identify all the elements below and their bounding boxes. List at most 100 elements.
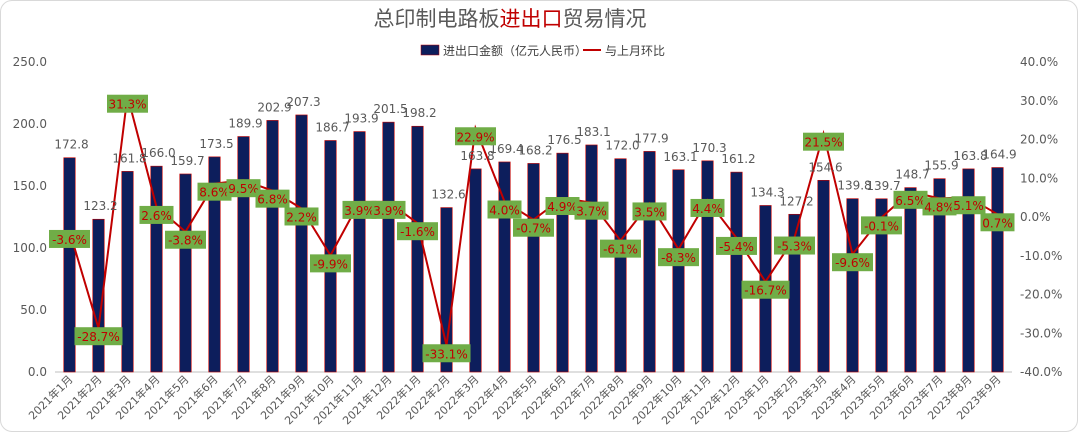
pct-label: 3.9% <box>373 204 404 218</box>
pct-label: 6.5% <box>895 194 926 208</box>
bar <box>382 121 395 373</box>
pct-label: -0.1% <box>864 219 899 233</box>
bar <box>440 207 453 373</box>
bar <box>672 169 685 373</box>
legend-bar-label: 进出口金额（亿元人民币） <box>443 43 587 58</box>
bar-value-label: 170.3 <box>692 141 726 155</box>
pct-label: 22.9% <box>456 130 494 144</box>
bar <box>991 167 1004 373</box>
right-axis-tick: 20.0% <box>1020 133 1058 147</box>
bar-value-label: 202.9 <box>257 100 291 114</box>
bar <box>817 179 830 373</box>
bar-value-label: 172.8 <box>54 138 88 152</box>
pct-label-box <box>284 207 319 226</box>
bar-value-label: 139.8 <box>837 179 871 193</box>
bar <box>411 125 424 373</box>
right-axis-tick: -30.0% <box>1020 326 1062 340</box>
bar <box>614 158 627 373</box>
pct-label-box <box>690 198 725 217</box>
legend-bar-swatch <box>420 44 440 56</box>
pct-label-box <box>226 179 261 198</box>
pct-label-box <box>861 216 902 235</box>
bar-value-label: 193.9 <box>344 112 378 126</box>
pct-label-box <box>397 222 438 241</box>
bar <box>701 160 714 373</box>
bar-value-label: 173.5 <box>199 137 233 151</box>
pct-label: 9.5% <box>228 182 259 196</box>
pct-label-box <box>74 327 123 346</box>
pct-label: -0.7% <box>516 222 551 236</box>
bar-value-label: 123.2 <box>83 199 117 213</box>
bar-value-label: 161.8 <box>112 151 146 165</box>
left-axis-tick: 0.0 <box>28 365 47 379</box>
pct-label: 3.9% <box>344 204 375 218</box>
bar-value-label: 207.3 <box>286 95 320 109</box>
bar-value-label: 159.7 <box>170 154 204 168</box>
bar-value-label: 154.6 <box>808 160 842 174</box>
bar <box>63 157 76 373</box>
bar-value-label: 166.0 <box>141 146 175 160</box>
left-axis-tick: 50.0 <box>20 303 47 317</box>
pct-label: -28.7% <box>77 330 119 344</box>
pct-label-box <box>107 94 148 113</box>
bar-value-label: 127.2 <box>779 194 813 208</box>
pct-label-box <box>513 218 554 237</box>
pct-label: -3.8% <box>168 234 203 248</box>
pct-label-box <box>342 200 377 219</box>
right-axis-tick: -40.0% <box>1020 365 1062 379</box>
pct-label: -9.6% <box>835 256 870 270</box>
pct-label: -5.3% <box>777 240 812 254</box>
pct-label: 4.8% <box>924 200 955 214</box>
pct-label-box <box>165 230 206 249</box>
bar <box>556 152 569 373</box>
bar-value-label: 163.1 <box>663 150 697 164</box>
bar <box>353 131 366 373</box>
bar-value-label: 134.3 <box>750 185 784 199</box>
bar-value-label: 183.1 <box>576 125 610 139</box>
pct-label: 3.5% <box>634 205 665 219</box>
pct-label-box <box>893 190 928 209</box>
bar-value-label: 163.8 <box>953 149 987 163</box>
pct-label-box <box>487 200 522 219</box>
bar-value-label: 201.5 <box>373 102 407 116</box>
pct-label: -6.1% <box>603 243 638 257</box>
pct-label: -33.1% <box>425 347 467 361</box>
pct-label: 21.5% <box>804 136 842 150</box>
pct-label-box <box>922 197 957 216</box>
pct-label-box <box>658 248 699 267</box>
bar-value-label: 163.8 <box>460 149 494 163</box>
pct-label-box <box>716 236 757 255</box>
pct-label: -5.4% <box>719 240 754 254</box>
bar-value-label: 169.4 <box>489 142 523 156</box>
pct-label-box <box>600 239 641 258</box>
pct-label-box <box>422 344 471 363</box>
title-part-1: 总印制电路板 <box>374 7 500 31</box>
pct-label-box <box>574 201 609 220</box>
bar <box>643 151 656 373</box>
bar <box>904 187 917 373</box>
pct-label-box <box>741 280 790 299</box>
pct-label: -3.6% <box>52 233 87 247</box>
pct-label: 2.2% <box>286 210 317 224</box>
bar <box>469 168 482 373</box>
bar <box>295 114 308 373</box>
pct-label: 5.1% <box>953 199 984 213</box>
pct-label-box <box>197 182 232 201</box>
right-axis-tick: 40.0% <box>1020 55 1058 69</box>
pct-label-box <box>455 127 496 146</box>
pct-label: -8.3% <box>661 251 696 265</box>
pct-label-box <box>632 202 667 221</box>
bar <box>585 144 598 373</box>
bar-value-label: 161.2 <box>721 152 755 166</box>
bar <box>875 198 888 373</box>
pct-label: -9.9% <box>313 257 348 271</box>
pct-label-box <box>774 236 815 255</box>
right-axis-tick: 10.0% <box>1020 171 1058 185</box>
pct-label: 0.7% <box>982 216 1013 230</box>
pct-label-box <box>980 213 1015 232</box>
title-part-3: 贸易情况 <box>563 7 647 31</box>
pct-label-box <box>139 205 174 224</box>
pct-label-box <box>310 254 351 273</box>
legend: 进出口金额（亿元人民币） 与上月环比 <box>420 43 665 58</box>
